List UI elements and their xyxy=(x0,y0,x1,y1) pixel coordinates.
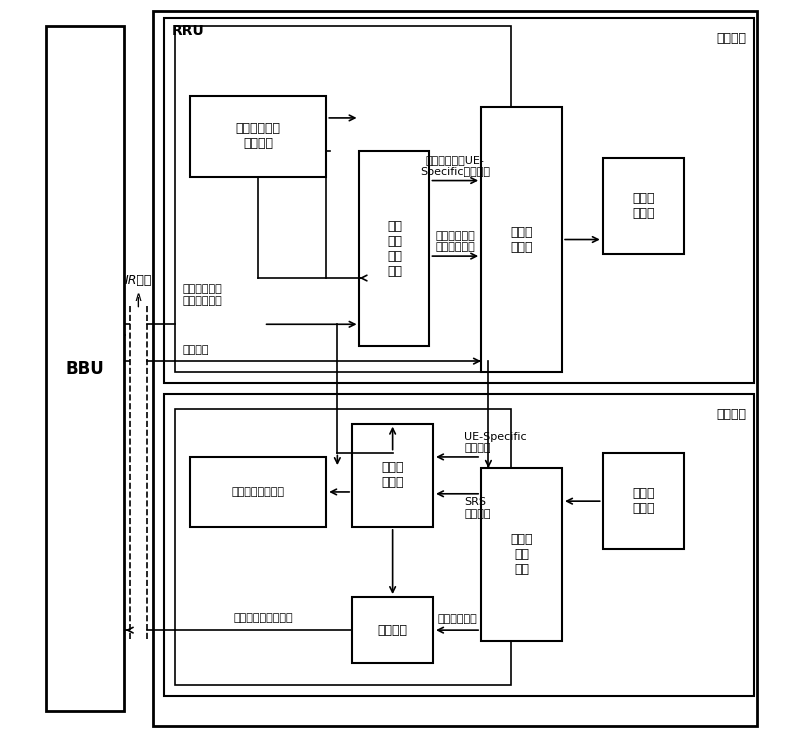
Text: UE-Specific
参考信号: UE-Specific 参考信号 xyxy=(465,432,527,453)
Text: 加权矩阵计算模块: 加权矩阵计算模块 xyxy=(232,487,285,497)
Bar xyxy=(352,597,433,663)
Text: SRS
参考信号: SRS 参考信号 xyxy=(465,497,491,519)
Bar xyxy=(602,158,684,254)
Bar xyxy=(164,18,754,383)
Bar xyxy=(175,409,510,685)
Text: 解资源
映射
模块: 解资源 映射 模块 xyxy=(510,533,533,576)
Bar xyxy=(164,394,754,696)
Text: 本地参考信号
生成模块: 本地参考信号 生成模块 xyxy=(236,122,281,150)
Text: 波束赋形后的
下行用户数据: 波束赋形后的 下行用户数据 xyxy=(435,231,475,252)
Text: 波束
赋形
加权
模块: 波束 赋形 加权 模块 xyxy=(387,220,402,278)
Bar xyxy=(175,26,510,372)
Bar xyxy=(352,424,433,527)
Bar xyxy=(153,11,758,726)
Text: 资源映
射模块: 资源映 射模块 xyxy=(510,226,533,254)
Bar xyxy=(602,453,684,549)
Text: 均衡模块: 均衡模块 xyxy=(378,624,408,637)
Bar xyxy=(481,468,562,641)
Bar xyxy=(190,457,326,527)
Text: 波束赋形前的
下行用户数据: 波束赋形前的 下行用户数据 xyxy=(182,284,222,306)
Text: 控制信号: 控制信号 xyxy=(182,345,209,355)
Text: 下行发送: 下行发送 xyxy=(716,32,746,45)
Text: 上行接收: 上行接收 xyxy=(716,408,746,421)
Text: RRU: RRU xyxy=(171,24,204,38)
Text: 上行用户数据: 上行用户数据 xyxy=(438,614,477,624)
Text: BBU: BBU xyxy=(66,360,104,377)
Bar xyxy=(481,107,562,372)
Bar xyxy=(359,151,430,346)
Bar xyxy=(190,96,326,177)
Text: 下行变
换模块: 下行变 换模块 xyxy=(632,192,654,220)
Text: IR接口: IR接口 xyxy=(125,273,152,287)
Text: 波束赋形后的UE-
Specific参考信号: 波束赋形后的UE- Specific参考信号 xyxy=(420,156,490,177)
Text: 上行变
换模块: 上行变 换模块 xyxy=(632,487,654,515)
Text: ∧: ∧ xyxy=(134,290,143,304)
Text: 信道估
计模块: 信道估 计模块 xyxy=(382,461,404,489)
Bar xyxy=(46,26,124,711)
Text: 均衡后上行用户数据: 均衡后上行用户数据 xyxy=(234,612,294,623)
